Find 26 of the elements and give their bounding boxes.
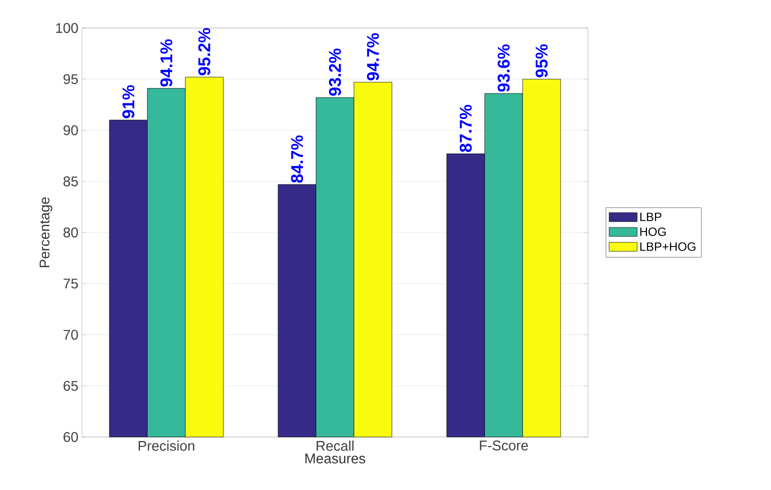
y-tick-label: 80 bbox=[64, 228, 78, 238]
x-tick-label: F-Score bbox=[480, 440, 528, 450]
data-label: 91% bbox=[122, 85, 134, 118]
y-axis-title: Percentage bbox=[40, 197, 52, 268]
x-tick-label: Recall bbox=[316, 440, 354, 451]
data-label: 95.2% bbox=[198, 28, 210, 76]
y-tick-label: 65 bbox=[64, 380, 78, 391]
legend-label: LBP+HOG bbox=[640, 242, 696, 251]
x-tick-label: Precision bbox=[138, 440, 194, 451]
data-label: 94.1% bbox=[160, 39, 172, 87]
legend-label: HOG bbox=[640, 228, 666, 236]
data-label: 94.7% bbox=[366, 33, 379, 80]
data-label: 93.2% bbox=[328, 48, 342, 96]
y-tick-label: 70 bbox=[64, 330, 78, 340]
y-tick-label: 85 bbox=[64, 176, 78, 186]
y-tick-label: 95 bbox=[64, 74, 78, 84]
data-label: 87.7% bbox=[460, 104, 472, 152]
y-tick-label: 90 bbox=[64, 125, 78, 136]
data-label: 95% bbox=[536, 44, 548, 78]
data-label: 93.6% bbox=[498, 44, 510, 92]
y-tick-label: 60 bbox=[64, 432, 78, 442]
y-tick-label: 75 bbox=[64, 278, 78, 289]
data-label: 84.7% bbox=[291, 135, 304, 183]
x-axis-title: Measures bbox=[305, 454, 366, 464]
y-tick-label: 100 bbox=[56, 23, 78, 33]
legend-label: LBP bbox=[640, 212, 662, 221]
